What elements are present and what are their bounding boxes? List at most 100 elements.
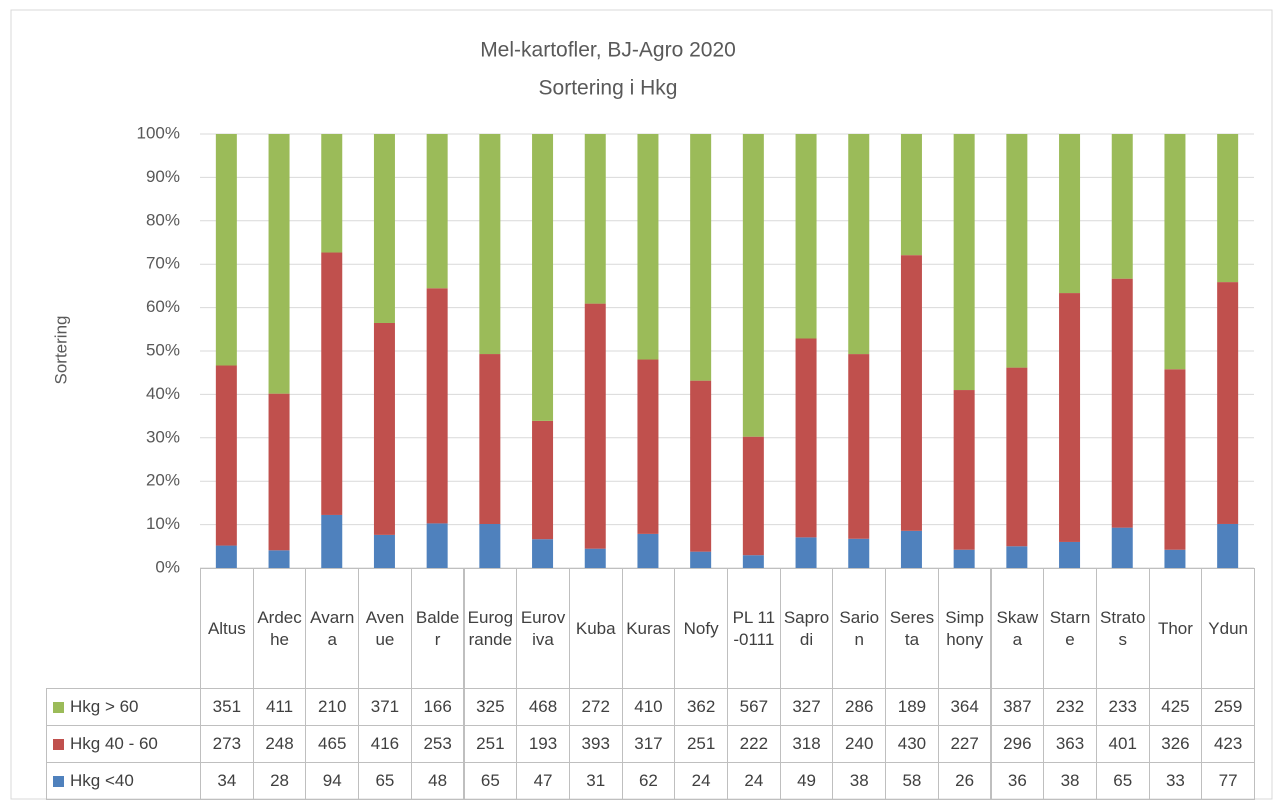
bar-segment	[426, 523, 448, 568]
table-value: 38	[1043, 762, 1097, 800]
table-value: 362	[674, 688, 728, 726]
table-value: 351	[200, 688, 254, 726]
table-value: 387	[990, 688, 1045, 726]
category-label: Altus	[200, 568, 254, 689]
y-tick-label: 100%	[137, 123, 180, 142]
table-value: 393	[568, 725, 623, 763]
category-label: Saprodi	[779, 568, 834, 689]
legend-swatch	[53, 775, 64, 787]
bar-segment	[637, 359, 659, 534]
category-label: Avarna	[305, 568, 360, 689]
legend-entry: Hkg > 60	[46, 688, 201, 726]
table-value: 240	[832, 725, 887, 763]
table-value: 34	[200, 762, 254, 800]
table-value: 296	[990, 725, 1045, 763]
bar-segment	[479, 134, 501, 355]
category-label: Starne	[1043, 568, 1097, 689]
bar-segment	[268, 134, 290, 394]
table-value: 371	[358, 688, 412, 726]
table-value: 253	[410, 725, 465, 763]
y-axis-label: Sortering	[51, 316, 70, 385]
table-value: 48	[410, 762, 465, 800]
bar-segment	[215, 545, 237, 568]
category-label: Skawa	[990, 568, 1045, 689]
bar-segment	[953, 134, 975, 391]
table-value: 47	[516, 762, 570, 800]
bar-segment	[215, 365, 237, 546]
bar-segment	[1164, 134, 1186, 370]
table-value: 28	[252, 762, 307, 800]
table-value: 94	[305, 762, 360, 800]
category-label: Kuras	[621, 568, 676, 689]
category-label: Euroviva	[516, 568, 570, 689]
y-tick-label: 70%	[146, 254, 180, 273]
table-value: 326	[1148, 725, 1203, 763]
legend-label: Hkg > 60	[70, 697, 139, 716]
table-value: 317	[621, 725, 676, 763]
bar-segment	[1217, 282, 1239, 524]
table-value: 425	[1148, 688, 1203, 726]
table-value: 65	[1095, 762, 1150, 800]
category-label: Simphony	[937, 568, 992, 689]
bar-segment	[900, 255, 922, 531]
bar-segment	[637, 533, 659, 568]
bar-segment	[479, 523, 501, 568]
table-value: 26	[937, 762, 992, 800]
bar-segment	[268, 550, 290, 568]
bar-segment	[321, 134, 343, 253]
table-value: 567	[727, 688, 781, 726]
bar-segment	[1164, 549, 1186, 568]
table-value: 430	[885, 725, 939, 763]
bar-segment	[953, 390, 975, 550]
bar-segment	[1006, 546, 1028, 568]
category-label: Kuba	[568, 568, 623, 689]
table-value: 272	[568, 688, 623, 726]
table-value: 49	[779, 762, 834, 800]
bar-segment	[1111, 527, 1133, 568]
table-value: 468	[516, 688, 570, 726]
table-value: 38	[832, 762, 887, 800]
bar-segment	[795, 338, 817, 538]
bar-segment	[373, 534, 395, 568]
category-label: PL 11-0111	[727, 568, 781, 689]
bar-segment	[426, 288, 448, 524]
y-tick-label: 50%	[146, 340, 180, 359]
table-value: 31	[568, 762, 623, 800]
table-value: 259	[1201, 688, 1255, 726]
table-value: 325	[463, 688, 518, 726]
bar-segment	[953, 549, 975, 568]
table-value: 465	[305, 725, 360, 763]
table-value: 232	[1043, 688, 1097, 726]
table-value: 416	[358, 725, 412, 763]
y-tick-label: 20%	[146, 471, 180, 490]
table-value: 166	[410, 688, 465, 726]
chart-title: Mel-kartofler, BJ-Agro 2020	[480, 39, 736, 62]
category-label: Ardeche	[252, 568, 307, 689]
legend-label: Hkg 40 - 60	[70, 734, 158, 753]
y-tick-label: 0%	[155, 557, 180, 576]
bar-segment	[584, 303, 606, 549]
table-value: 62	[621, 762, 676, 800]
bar-segment	[637, 134, 659, 360]
table-value: 318	[779, 725, 834, 763]
table-value: 189	[885, 688, 939, 726]
legend-swatch	[53, 701, 64, 713]
category-label: Eurogrande	[463, 568, 518, 689]
bar-segment	[532, 134, 554, 421]
bar-segment	[742, 134, 764, 437]
bar-segment	[532, 420, 554, 540]
table-value: 33	[1148, 762, 1203, 800]
table-value: 248	[252, 725, 307, 763]
bar-segment	[1164, 369, 1186, 550]
bar-segment	[426, 134, 448, 289]
table-value: 233	[1095, 688, 1150, 726]
table-value: 286	[832, 688, 887, 726]
table-value: 24	[727, 762, 781, 800]
bar-segment	[215, 134, 237, 366]
bar-segment	[690, 551, 712, 568]
category-label: Seresta	[885, 568, 939, 689]
bar-segment	[848, 538, 870, 568]
bar-segment	[900, 134, 922, 256]
